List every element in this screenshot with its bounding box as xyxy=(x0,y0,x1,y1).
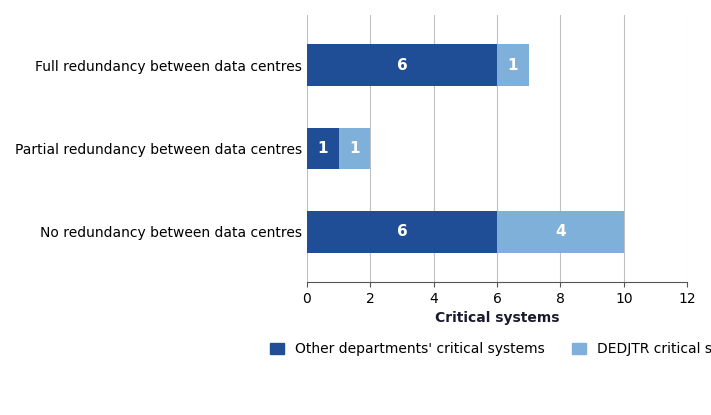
X-axis label: Critical systems: Critical systems xyxy=(435,311,560,325)
Text: 1: 1 xyxy=(349,141,360,156)
Bar xyxy=(497,211,624,253)
Bar xyxy=(497,44,529,86)
Text: 1: 1 xyxy=(318,141,328,156)
Text: 6: 6 xyxy=(397,58,407,73)
Text: 4: 4 xyxy=(555,225,566,239)
Bar xyxy=(307,128,338,169)
Bar xyxy=(338,128,370,169)
Legend: Other departments' critical systems, DEDJTR critical systems: Other departments' critical systems, DED… xyxy=(270,342,711,356)
Bar xyxy=(307,211,497,253)
Text: 1: 1 xyxy=(508,58,518,73)
Text: 6: 6 xyxy=(397,225,407,239)
Bar xyxy=(307,44,497,86)
